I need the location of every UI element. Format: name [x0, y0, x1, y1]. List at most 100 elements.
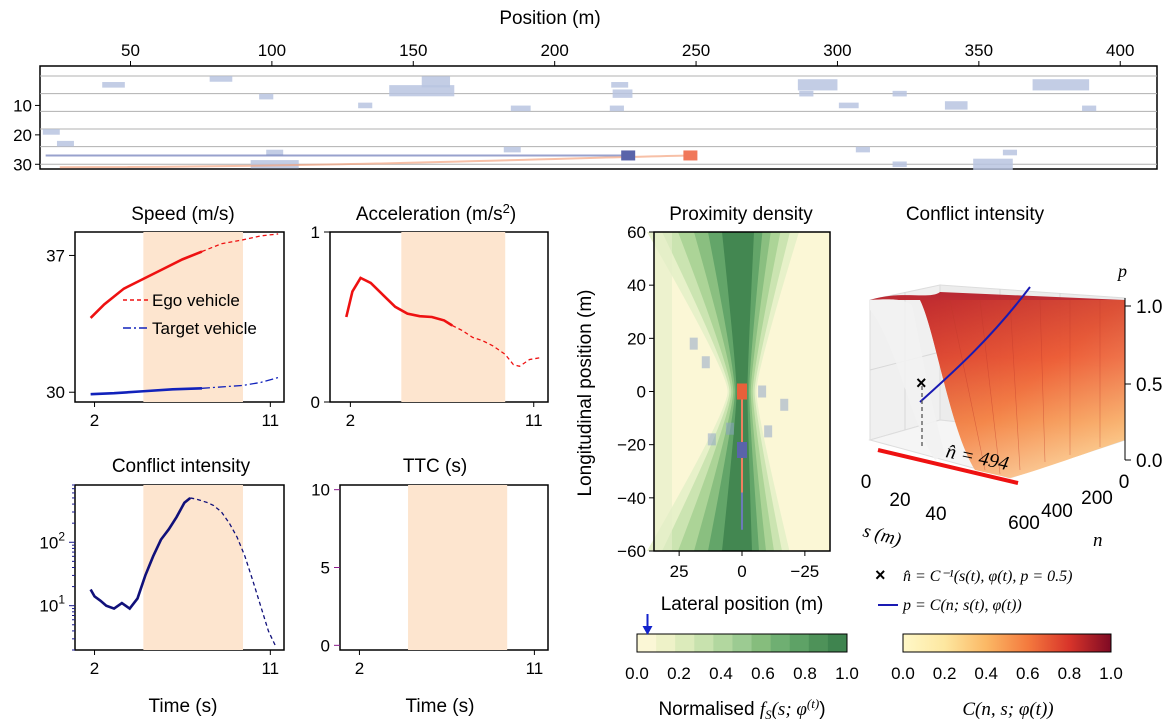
vehicle	[510, 105, 531, 112]
series-line-dashed	[451, 324, 540, 368]
pd-colorbar-tick: 1.0	[835, 664, 859, 683]
ci3d-n-label: n	[1093, 530, 1103, 551]
acceleration-chart: Acceleration (m/s2) 2 11 0 1	[311, 201, 549, 430]
vehicle	[259, 93, 274, 100]
ci3d-title: Conflict intensity	[906, 204, 1045, 225]
ci3d-n-tick-label: 400	[1041, 501, 1073, 522]
series-line-solid	[90, 387, 203, 396]
pd-ytick-label: −40	[617, 489, 646, 508]
speed-legend: Ego vehicle Target vehicle	[123, 291, 257, 338]
ci3d-colorbar-tick: 0.6	[1016, 664, 1040, 683]
pd-ytick-label: 60	[627, 223, 646, 242]
acceleration-title: Acceleration (m/s2)	[356, 201, 516, 225]
ego-vehicle-box	[683, 150, 698, 161]
ci3d-p-tick-label: 0.5	[1136, 375, 1162, 396]
series-line-solid	[89, 250, 203, 319]
pd-target-box	[737, 441, 747, 458]
pd-xlabel: Lateral position (m)	[661, 594, 824, 615]
xtick-label: 2	[346, 411, 355, 430]
vehicle	[944, 101, 968, 110]
pd-title: Proximity density	[669, 204, 813, 225]
ci3d-n-tick-label: 0	[1119, 472, 1130, 493]
pd-colorbar-band	[713, 634, 733, 652]
pd-colorbar: 0.0 0.2 0.4 0.6 0.8 1.0	[625, 614, 859, 683]
vehicle	[42, 129, 60, 135]
pd-colorbar-label: Normalised fS(s; φ(t))	[658, 696, 825, 722]
ci-xlabel: Time (s)	[149, 696, 218, 717]
vehicle	[56, 140, 74, 147]
ytick-label: 5	[321, 559, 330, 578]
ci3d-s-tick-label: 0	[861, 472, 872, 493]
ttc-chart: TTC (s) 2 11 0 5 10 Time (s)	[311, 456, 549, 717]
ci3d-colorbar-tick: 1.0	[1099, 664, 1123, 683]
pd-colorbar-band	[808, 634, 829, 652]
vehicle	[358, 102, 373, 109]
ci3d-s-tick-label: 40	[925, 504, 946, 525]
xtick-label: 11	[525, 411, 543, 430]
xtick-label: 11	[526, 659, 544, 678]
ci-title: Conflict intensity	[112, 456, 251, 477]
ci3d-colorbar-bar	[902, 633, 1112, 653]
speed-title: Speed (m/s)	[131, 204, 234, 225]
ytick-label: 101	[39, 593, 65, 616]
vehicle	[973, 158, 1013, 170]
ci3d-s-tick-label: 20	[889, 490, 910, 511]
conflict-intensity-3d-chart: Conflict intensity × n̂ =	[861, 204, 1163, 720]
ci3d-n-tick-label: 200	[1081, 488, 1113, 509]
ttc-title: TTC (s)	[403, 456, 467, 477]
ci3d-legend: × n̂ = C⁻¹(s(t), φ(t), p = 0.5) p = C(n;…	[875, 565, 1072, 614]
vehicle	[389, 85, 455, 97]
ci3d-surface-mesh	[949, 299, 1101, 475]
ci3d-colorbar-label: C(n, s; φ(t))	[962, 699, 1053, 720]
vehicle	[503, 146, 521, 153]
pd-colorbar-frame	[636, 633, 848, 653]
pd-colorbar-arrowhead	[642, 626, 653, 635]
traj-ytick-label: 30	[13, 155, 32, 174]
traj-xtick-label: 100	[258, 41, 286, 60]
speed-chart: Speed (m/s) 2 11 30 37 Ego vehicle Target v…	[46, 204, 285, 430]
series-line-dashed	[201, 233, 279, 253]
target-vehicle-box	[621, 150, 636, 161]
pd-colorbar-band	[675, 634, 695, 652]
traj-xtick-label: 200	[540, 41, 568, 60]
ci3d-s-label: s (m)	[861, 521, 904, 551]
ci3d-surface-light-edge	[870, 299, 945, 460]
ci3d-legend-x-label: n̂ = C⁻¹(s(t), φ(t), p = 0.5)	[903, 568, 1072, 585]
ci3d-legend-line-label: p = C(n; s(t), φ(t))	[902, 597, 1022, 614]
vehicle	[266, 149, 284, 156]
xtick-label: 11	[261, 411, 279, 430]
pd-xtick-label: 25	[670, 562, 689, 581]
pd-colorbar-tick: 0.0	[625, 664, 649, 683]
ci3d-colorbar: 0.0 0.2 0.4 0.6 0.8 1.0	[891, 633, 1123, 683]
ytick-label: 10	[311, 481, 330, 500]
vehicle	[799, 90, 814, 97]
pd-ego-box	[737, 383, 747, 400]
xtick-label: 2	[90, 411, 99, 430]
ci3d-n-tick-label: 600	[1008, 513, 1040, 534]
series-line-dashed	[201, 376, 279, 389]
ci3d-curve	[919, 286, 1031, 403]
pd-xtick-label: 0	[737, 562, 746, 581]
conflict-intensity-line-chart: Conflict intensity 2 11 101 102 Time (s)	[39, 456, 285, 717]
pd-vehicle	[689, 337, 698, 350]
ci3d-p-tick-label: 1.0	[1136, 297, 1162, 318]
vehicle	[797, 79, 838, 91]
pd-colorbar-band	[637, 634, 657, 652]
ci3d-legend-x-marker: ×	[875, 565, 886, 585]
ci3d-colorbar-tick: 0.2	[933, 664, 957, 683]
vehicle	[421, 76, 451, 88]
vehicle	[855, 146, 870, 153]
vehicle	[209, 76, 233, 82]
vehicle	[892, 90, 907, 97]
pd-vehicle	[780, 398, 789, 411]
ttc-xlabel: Time (s)	[406, 696, 475, 717]
traj-ytick-label: 10	[13, 96, 32, 115]
pd-xtick-label: −25	[790, 562, 819, 581]
traj-ytick-label: 20	[13, 126, 32, 145]
trajectory-chart: Position (m) 50 100 150 200 250 300 350 400 10 2…	[13, 8, 1158, 174]
ci3d-p-label: p	[1116, 261, 1127, 281]
vehicle	[838, 102, 859, 109]
pd-colorbar-tick: 0.4	[709, 664, 733, 683]
xtick-label: 2	[90, 659, 99, 678]
